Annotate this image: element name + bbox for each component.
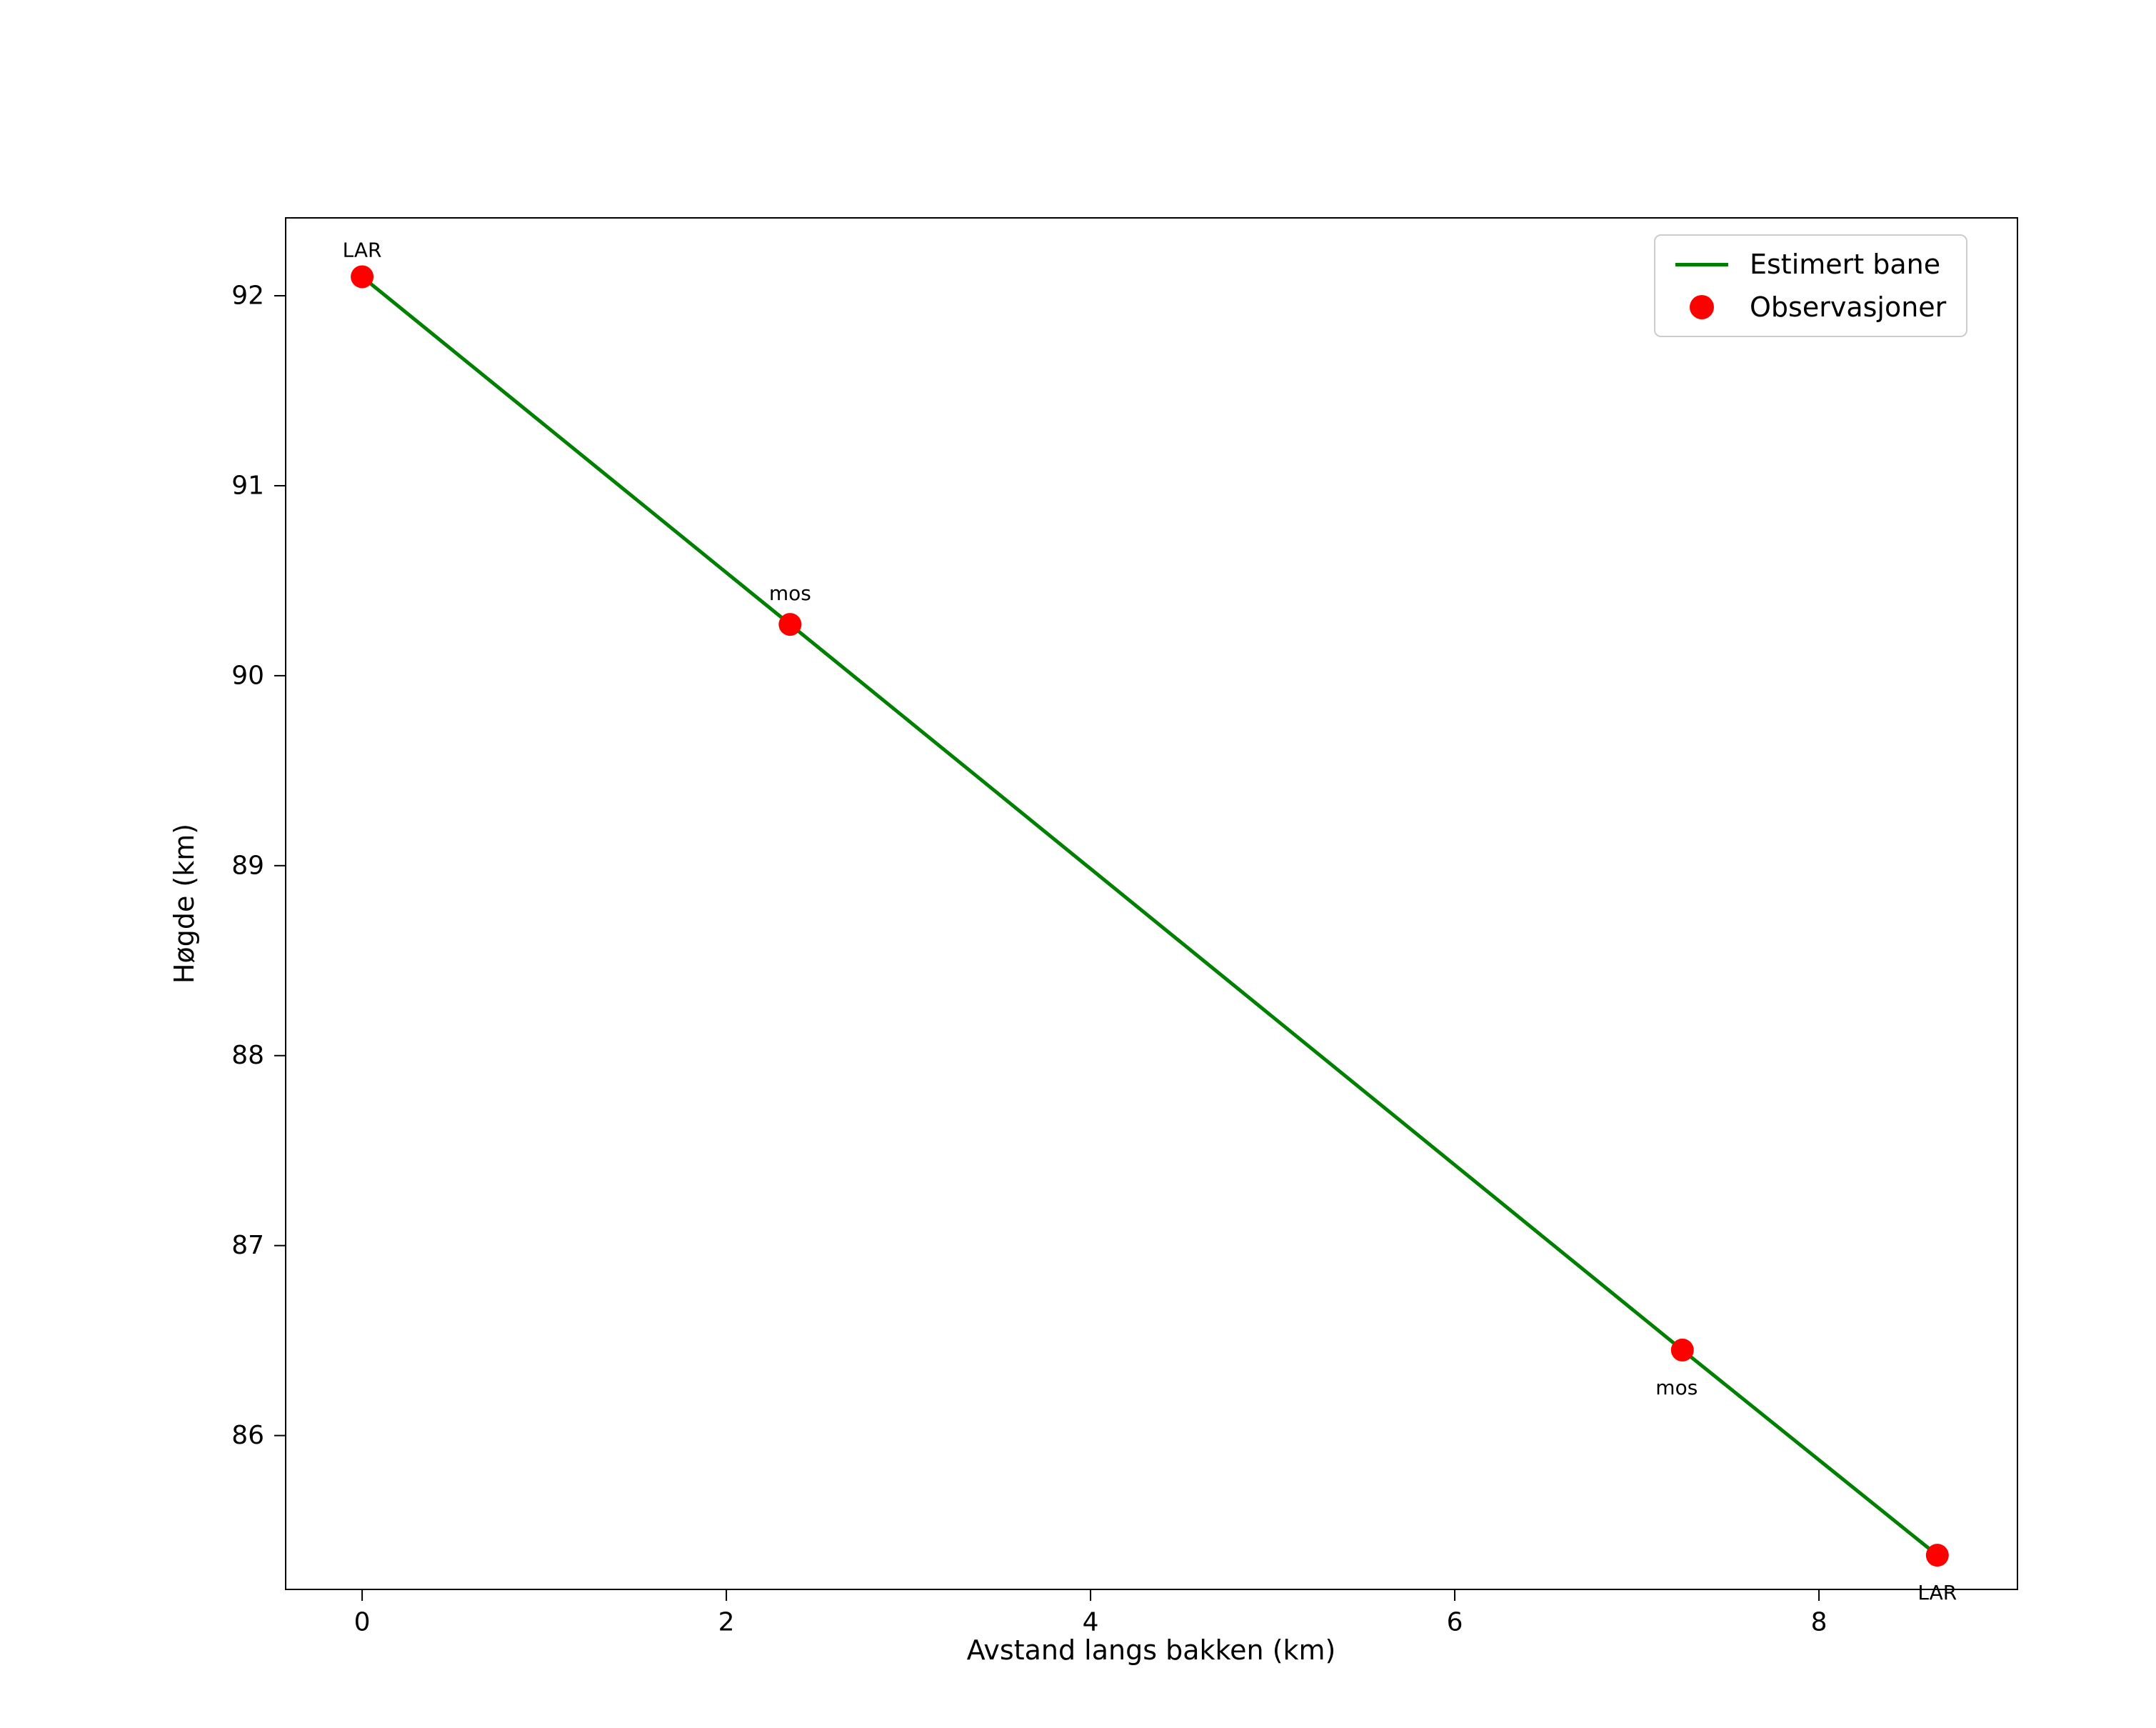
y-tick-label: 87	[231, 1231, 264, 1260]
x-axis-label: Avstand langs bakken (km)	[966, 1634, 1336, 1666]
x-tick-label: 2	[718, 1608, 735, 1637]
legend-entry-estimated-path: Estimert bane	[1675, 249, 1946, 280]
dot-swatch-icon	[1690, 295, 1714, 319]
y-tick-label: 92	[231, 281, 264, 311]
legend-label-estimated-path: Estimert bane	[1750, 249, 1941, 280]
x-tick-label: 4	[1083, 1608, 1099, 1637]
estimated-path-line	[360, 274, 1940, 1557]
y-tick-label: 88	[231, 1041, 264, 1070]
legend-line-swatch-wrap	[1675, 262, 1728, 266]
axes-frame	[285, 217, 2018, 1590]
observation-point-label: mos	[769, 581, 811, 605]
legend-label-observations: Observasjoner	[1750, 291, 1947, 323]
legend-dot-swatch-wrap	[1675, 295, 1728, 319]
y-axis-label: Høgde (km)	[169, 823, 200, 984]
line-swatch-icon	[1675, 262, 1728, 266]
observation-point-label: mos	[1655, 1376, 1698, 1399]
observation-point	[351, 265, 374, 289]
x-tick-label: 8	[1811, 1608, 1827, 1637]
x-tick-label: 6	[1447, 1608, 1463, 1637]
x-tick-label: 0	[354, 1608, 371, 1637]
y-tick-label: 90	[231, 661, 264, 690]
observation-point	[778, 613, 802, 636]
observation-point	[1925, 1544, 1949, 1567]
legend: Estimert bane Observasjoner	[1654, 234, 1968, 337]
observation-point-label: LAR	[343, 238, 382, 261]
observation-point-label: LAR	[1917, 1581, 1957, 1604]
observation-point	[1670, 1338, 1694, 1362]
y-tick-label: 86	[231, 1421, 264, 1450]
y-tick-label: 89	[231, 851, 264, 880]
legend-entry-observations: Observasjoner	[1675, 291, 1946, 323]
y-tick-label: 91	[231, 471, 264, 500]
